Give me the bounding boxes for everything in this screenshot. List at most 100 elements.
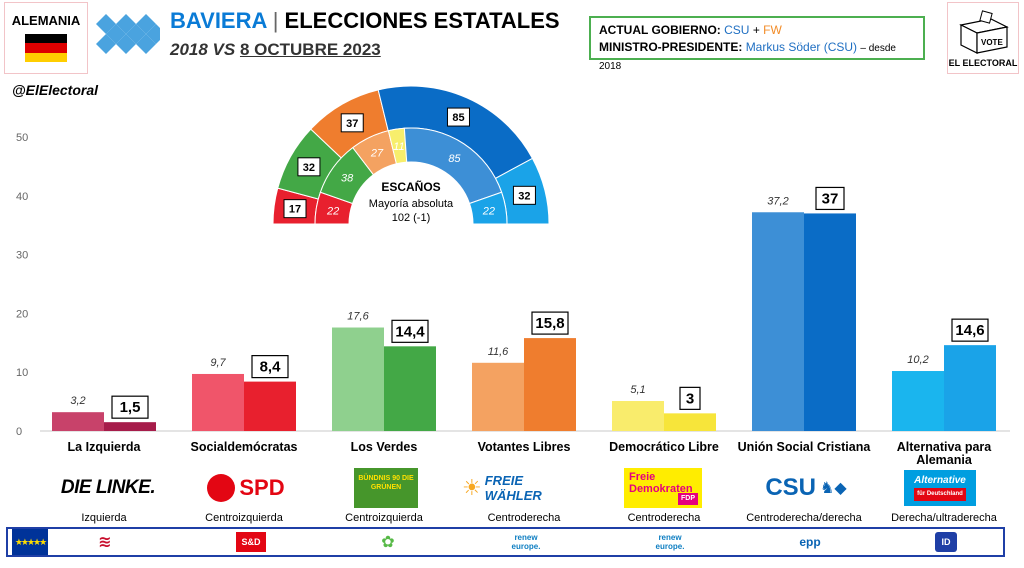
brand-name: EL ELECTORAL [948, 58, 1018, 68]
seats-title: ESCAÑOS [381, 180, 441, 194]
spd-logo: SPD [198, 468, 294, 508]
y-tick-label: 0 [16, 426, 22, 438]
category-label: La Izquierda [68, 440, 142, 454]
data-label-2023-box [531, 311, 569, 335]
bar-2023 [524, 338, 576, 431]
seat-label-2023: 37 [346, 118, 358, 130]
majority-label: Mayoría absoluta [368, 198, 454, 210]
bar-2023 [664, 413, 716, 431]
afd-logo-box: Alternative für Deutschland [904, 470, 976, 506]
the-left-group-icon: ≋ [98, 534, 112, 551]
seat-label-box [297, 157, 321, 177]
page-title: BAVIERA | ELECCIONES ESTATALES [170, 8, 560, 34]
fdp-line1: Freie [629, 471, 656, 483]
seat-label-2023: 85 [452, 112, 464, 124]
president-label: MINISTRO-PRESIDENTE: [599, 40, 743, 54]
bars-group: 3,2 1,5 La Izquierda Izquierda 9,7 8,4 Sociald… [52, 186, 998, 524]
seat-label-box [446, 107, 470, 127]
freie-waehler-logo: ☀ FREIE WÄHLER [462, 468, 582, 508]
seat-label-2023: 32 [518, 190, 530, 202]
y-tick-label: 50 [16, 132, 28, 144]
el-electoral-logo: VOTE EL ELECTORAL [947, 2, 1019, 74]
category-label: Votantes Libres [478, 440, 571, 454]
ballot-box-icon: VOTE [959, 10, 1009, 54]
president-since: – desde 2018 [599, 43, 896, 72]
afd-logo: Alternative für Deutschland [904, 468, 976, 508]
renew-europe-logo-2: renew europe. [655, 533, 685, 551]
data-label-2018: 9,7 [210, 357, 226, 369]
ideology-label: Centroderecha [488, 512, 562, 524]
id-group-logo: ID [935, 532, 957, 552]
president-name: Markus Söder (CSU) [745, 40, 858, 54]
ideology-label: Centroderecha/derecha [746, 512, 862, 524]
president-line: MINISTRO-PRESIDENTE: Markus Söder (CSU) … [599, 39, 915, 75]
seat-label-2018: 22 [482, 206, 495, 218]
data-label-2018: 11,6 [488, 346, 509, 358]
fdp-logo: Freie Demokraten FDP [624, 468, 702, 508]
title-separator: | [272, 8, 279, 33]
seat-label-2018: 11 [393, 141, 404, 153]
gov-party-fw: FW [763, 23, 782, 37]
germany-flag-icon [25, 34, 67, 62]
government-label: ACTUAL GOBIERNO: [599, 23, 721, 37]
seat-label-2023: 32 [303, 162, 315, 174]
fdp-logo-box: Freie Demokraten FDP [624, 468, 702, 508]
bar-2023 [104, 422, 156, 431]
government-line: ACTUAL GOBIERNO: CSU + FW [599, 22, 915, 39]
hemicycle-center [349, 162, 473, 224]
bar-2023 [944, 345, 996, 431]
vote-label: VOTE [981, 38, 1003, 47]
country-box: ALEMANIA [4, 2, 88, 74]
ideology-label: Centroderecha [628, 512, 702, 524]
csu-logo-text: CSU [765, 474, 816, 501]
bar-2023 [384, 346, 436, 431]
bar-2018 [472, 362, 524, 431]
data-label-2018: 3,2 [70, 395, 85, 407]
region-name: BAVIERA [170, 8, 267, 33]
election-date: 8 OCTUBRE 2023 [239, 40, 381, 59]
data-label-2023-box [251, 355, 289, 379]
spd-logo-text: SPD [239, 475, 285, 500]
bar-2018 [52, 412, 104, 431]
majority-value: 102 (-1) [391, 212, 431, 224]
category-label: Los Verdes [351, 440, 418, 454]
data-label-2023-box [111, 395, 149, 419]
ideology-label: Derecha/ultraderecha [891, 512, 998, 524]
election-type: ELECCIONES ESTATALES [284, 8, 560, 33]
bar-2018 [892, 371, 944, 431]
lion-icon: ♞◆ [820, 480, 847, 497]
bar-2018 [192, 373, 244, 431]
afd-line1: Alternative [914, 475, 966, 486]
csu-logo: CSU ♞◆ [756, 468, 856, 508]
data-label-2023-box [951, 318, 989, 342]
data-label-2023: 15,8 [535, 315, 564, 332]
data-label-2018: 37,2 [767, 195, 788, 207]
ideology-label: Centroizquierda [345, 512, 424, 524]
y-tick-label: 30 [16, 250, 28, 262]
page-subtitle: 2018 VS 8 OCTUBRE 2023 [170, 40, 381, 60]
sun-icon: ☀ [462, 475, 482, 500]
bavaria-flag-icon [96, 14, 160, 54]
bar-2018 [612, 401, 664, 431]
country-label: ALEMANIA [11, 13, 81, 28]
seat-label-2023: 17 [289, 204, 301, 216]
gov-party-csu: CSU [724, 23, 750, 37]
y-tick-label: 20 [16, 308, 28, 320]
ideology-label: Izquierda [81, 512, 127, 524]
data-label-2023-box [391, 319, 429, 343]
category-label: Democrático Libre [609, 440, 719, 454]
seats-hemicycle: 17 32 37 85 32 22 38 27 11 85 22 [272, 85, 550, 225]
eu-groups-bar: ★★★★★ ≋ S&D ✿ renew europe. renew europe… [6, 527, 1005, 557]
sd-group-logo: S&D [236, 532, 266, 552]
fw-logo-text: FREIE WÄHLER [484, 473, 542, 503]
seat-label-box [340, 113, 364, 133]
data-label-2023: 8,4 [260, 359, 282, 376]
category-label: Alemania [916, 453, 973, 467]
twitter-handle: @ElElectoral [12, 82, 99, 98]
data-label-2023-box [815, 186, 845, 211]
seat-label-box [512, 185, 536, 205]
renew-europe-logo-1: renew europe. [511, 533, 541, 551]
category-label: Unión Social Cristiana [738, 440, 872, 454]
die-linke-logo: DIE LINKE. [60, 477, 156, 498]
